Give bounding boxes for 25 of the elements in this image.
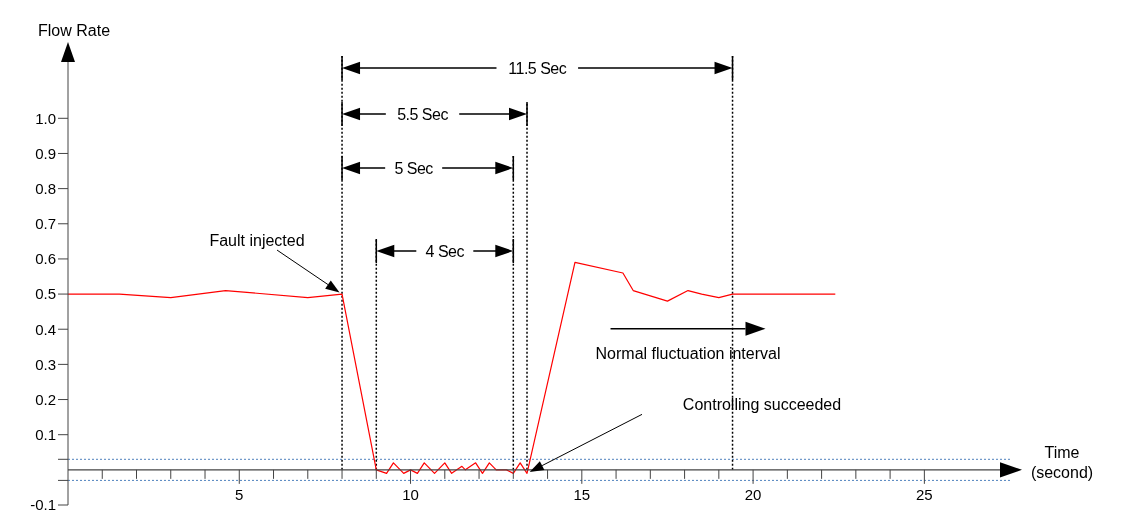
y-tick-label: 0.8 bbox=[35, 179, 56, 197]
annotation: Controlling succeeded bbox=[682, 396, 842, 414]
annotation: 5 Sec bbox=[394, 160, 434, 177]
x-tick-label: 15 bbox=[573, 485, 591, 503]
y-tick-label: 0.7 bbox=[35, 215, 56, 233]
x-tick-label: 10 bbox=[402, 485, 419, 503]
x-axis-title: Time (second) bbox=[1030, 443, 1094, 481]
y-tick-label: 0.1 bbox=[35, 426, 56, 444]
x-tick-label: 25 bbox=[916, 485, 933, 503]
annotation: Normal fluctuation interval bbox=[595, 344, 781, 362]
annotation: 4 Sec bbox=[425, 243, 465, 260]
y-tick-label: 0.2 bbox=[35, 390, 56, 408]
y-tick-label: 0.6 bbox=[35, 250, 56, 268]
x-tick-label: 20 bbox=[744, 485, 762, 503]
y-tick-label: 1.0 bbox=[35, 109, 56, 127]
y-axis-title: Flow Rate bbox=[38, 22, 111, 39]
annotation: 11.5 Sec bbox=[508, 60, 567, 77]
annotation: 5.5 Sec bbox=[397, 106, 449, 123]
annotation: Fault injected bbox=[209, 232, 305, 250]
x-tick-label: 5 bbox=[235, 485, 244, 503]
y-tick-label: 0.3 bbox=[35, 355, 56, 373]
y-tick-label: 0.5 bbox=[35, 285, 56, 303]
y-tick-label: 0.9 bbox=[35, 144, 56, 162]
y-tick-label: -0.1 bbox=[30, 496, 56, 514]
y-tick-label: 0.4 bbox=[35, 320, 56, 338]
